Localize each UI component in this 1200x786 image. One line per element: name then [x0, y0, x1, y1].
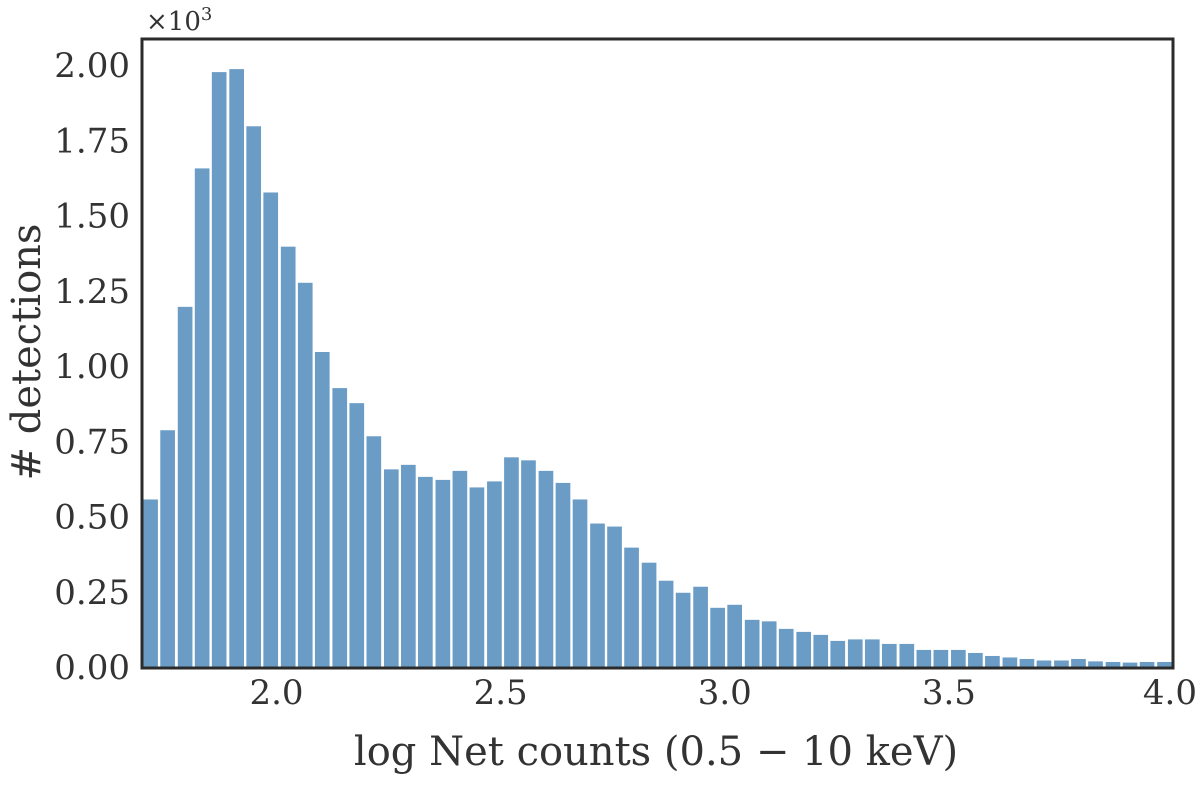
bar	[572, 499, 588, 668]
bar	[951, 649, 966, 668]
bar	[1071, 658, 1086, 668]
bar	[744, 619, 760, 668]
bar	[607, 526, 622, 668]
bar	[1036, 660, 1052, 668]
y-tick-label: 0.75	[54, 422, 130, 462]
bar	[418, 476, 433, 668]
bar	[916, 649, 932, 668]
bar	[297, 282, 313, 668]
x-axis-title: log Net counts (0.5 − 10 keV)	[354, 729, 958, 775]
y-axis-multiplier: ×103	[146, 4, 212, 37]
bar	[624, 547, 639, 668]
bar	[1054, 660, 1069, 668]
bar	[864, 639, 880, 668]
bar	[847, 639, 863, 668]
x-tick-label: 4.0	[1143, 673, 1197, 713]
bar	[778, 628, 794, 668]
x-tick-label: 3.0	[698, 673, 752, 713]
bar	[246, 126, 262, 668]
bar	[1019, 658, 1035, 668]
bar	[366, 436, 382, 668]
bar	[401, 464, 416, 668]
bar	[211, 72, 227, 669]
bar	[504, 457, 519, 668]
bar	[521, 460, 536, 668]
bar	[160, 430, 175, 668]
bar	[1105, 661, 1121, 668]
bar	[332, 388, 348, 668]
bar	[899, 643, 915, 668]
bar	[435, 479, 451, 668]
bar	[968, 652, 983, 668]
bar	[658, 580, 674, 668]
bar	[727, 604, 742, 668]
bar	[1139, 661, 1155, 668]
bar	[538, 470, 554, 668]
bar	[143, 499, 158, 668]
x-tick-label: 3.5	[922, 673, 976, 713]
y-tick-label: 0.00	[54, 648, 130, 688]
bar	[590, 523, 605, 668]
y-tick-label: 1.00	[54, 347, 130, 387]
bars-group	[143, 69, 1172, 669]
y-axis-title: # detections	[4, 224, 50, 481]
bar	[710, 607, 725, 668]
bar	[1002, 657, 1018, 668]
bar	[796, 631, 812, 668]
plot-frame	[140, 37, 1175, 670]
bar	[177, 306, 193, 668]
x-tick-label: 2.5	[474, 673, 528, 713]
y-axis-multiplier-exponent: 3	[201, 4, 212, 25]
bar	[1157, 661, 1172, 668]
bar	[881, 643, 897, 668]
bar	[813, 634, 829, 668]
bar	[933, 649, 949, 668]
x-tick-label: 2.0	[249, 673, 303, 713]
bar	[280, 246, 296, 668]
x-axis-ticks: 2.0 2.5 3.0 3.5 4.0	[249, 673, 1197, 713]
bar	[830, 640, 846, 668]
bar	[641, 562, 657, 668]
bar	[761, 621, 777, 668]
bar	[229, 69, 244, 669]
bar	[693, 586, 708, 668]
y-tick-label: 0.25	[54, 573, 130, 613]
bar	[487, 481, 502, 668]
bar	[469, 487, 485, 668]
y-axis-multiplier-base: ×10	[146, 7, 201, 37]
bar	[985, 655, 1000, 668]
y-tick-label: 1.50	[54, 197, 130, 237]
y-tick-label: 1.25	[54, 272, 130, 312]
bar	[1122, 662, 1138, 668]
y-tick-label: 0.50	[54, 498, 130, 538]
bar	[555, 482, 571, 668]
y-axis-ticks: 0.00 0.25 0.50 0.75 1.00 1.25 1.50 1.75 2.00	[54, 46, 130, 688]
y-tick-label: 1.75	[54, 121, 130, 161]
y-tick-label: 2.00	[54, 46, 130, 86]
bar	[314, 352, 330, 668]
bar	[1088, 661, 1103, 668]
bar	[383, 469, 399, 668]
bar	[194, 168, 210, 668]
bar	[675, 592, 691, 668]
bar	[263, 192, 279, 669]
bar	[452, 470, 468, 668]
bar	[349, 403, 365, 668]
